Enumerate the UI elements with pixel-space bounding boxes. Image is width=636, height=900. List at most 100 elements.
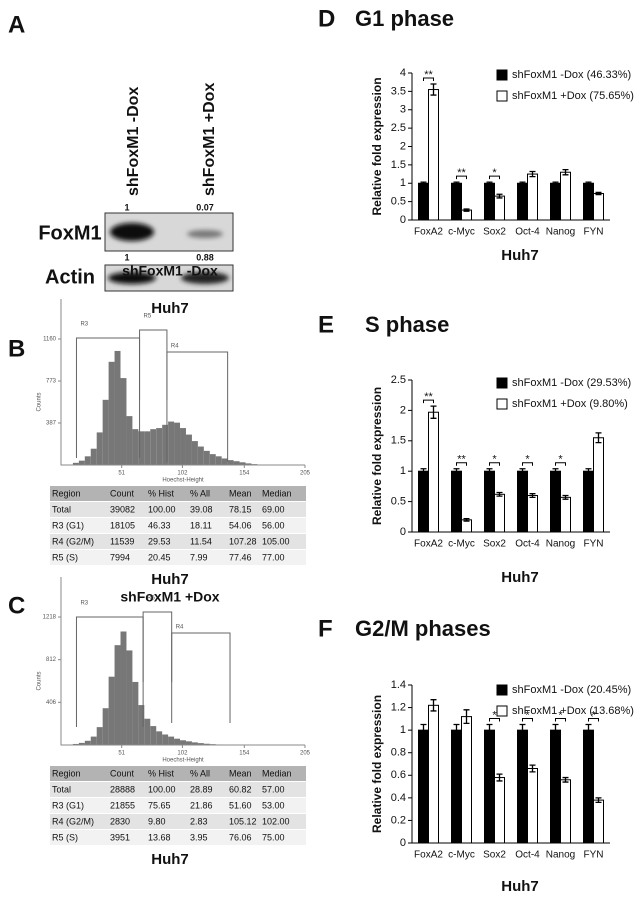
significance-bracket (423, 399, 434, 404)
x-tick-label: Nanog (546, 850, 575, 861)
significance-label: * (525, 709, 530, 721)
x-tick-label: 51 (118, 751, 125, 757)
error-bar (430, 83, 437, 96)
table-cell: Total (52, 504, 71, 514)
table-cell: 28.89 (190, 784, 213, 794)
bar (550, 470, 561, 533)
histogram-bar (132, 429, 139, 465)
table-header: Mean (229, 488, 252, 498)
significance-bracket (456, 175, 467, 180)
histogram-bar (108, 361, 115, 465)
bar (517, 470, 528, 533)
blot-band (187, 230, 223, 238)
histogram-bar (114, 645, 121, 745)
blot-band (110, 223, 154, 241)
bar (527, 173, 538, 221)
x-tick-label: Sox2 (483, 539, 506, 550)
table-cell: 76.06 (229, 832, 252, 842)
y-tick-label: 387 (46, 421, 57, 427)
x-tick-label: Oct-4 (515, 539, 540, 550)
y-tick-label: 0 (400, 837, 406, 849)
significance-bracket (489, 462, 500, 466)
x-tick-label: Nanog (546, 539, 575, 550)
table-row-bg (50, 502, 306, 517)
histogram-bar (245, 463, 252, 465)
table-caption: Huh7 (151, 571, 189, 588)
error-bar (595, 797, 602, 804)
table-cell: 20.45 (148, 552, 171, 562)
error-bar (453, 181, 460, 186)
y-tick-label: 1.2 (391, 701, 406, 713)
panel-letter: E (318, 311, 334, 338)
table-cell: R4 (G2/M) (52, 536, 94, 546)
histogram-bar (144, 718, 151, 745)
table-cell: 18105 (110, 520, 135, 530)
error-bar (463, 517, 470, 522)
table-cell: R3 (G1) (52, 800, 84, 810)
y-tick-label: 0 (400, 526, 406, 538)
table-cell: 46.33 (148, 520, 171, 530)
table-cell: 39.08 (190, 504, 213, 514)
gate-label: R3 (80, 601, 88, 607)
axis (411, 73, 610, 221)
y-tick-label: 0.8 (391, 747, 406, 759)
x-tick-label: 102 (177, 751, 188, 757)
table-row-bg (50, 798, 306, 813)
y-tick-label: 1.5 (391, 159, 406, 171)
histogram-bar (185, 434, 192, 465)
histogram-bar (239, 462, 246, 465)
table-cell: 9.80 (148, 816, 166, 826)
table-cell: 21855 (110, 800, 135, 810)
table-cell: R4 (G2/M) (52, 816, 94, 826)
legend-label: shFoxM1 -Dox (46.33%) (512, 69, 631, 81)
legend-label: shFoxM1 -Dox (29.53%) (512, 377, 631, 389)
table-cell: 3.95 (190, 832, 208, 842)
x-tick-label: c-Myc (448, 539, 475, 550)
table-cell: 53.00 (262, 800, 285, 810)
table-cell: R5 (S) (52, 832, 78, 842)
table-cell: R5 (S) (52, 552, 78, 562)
error-bar (562, 776, 569, 783)
significance-bracket (489, 175, 500, 180)
x-tick-label: 205 (300, 471, 311, 477)
gate-bracket (171, 632, 231, 723)
table-cell: 21.86 (190, 800, 213, 810)
histogram-bar (227, 460, 234, 465)
y-tick-label: 0.2 (391, 814, 406, 826)
gate-label: R4 (176, 625, 184, 631)
bar (494, 195, 505, 221)
significance-label: * (558, 454, 563, 466)
bar (418, 182, 429, 221)
y-tick-label: 3 (400, 104, 406, 116)
histogram-bar (150, 429, 157, 465)
significance-bracket (522, 462, 533, 466)
y-tick-label: 1.5 (391, 435, 406, 447)
table-cell: 2830 (110, 816, 130, 826)
y-tick-label: 2 (400, 404, 406, 416)
legend-label: shFoxM1 -Dox (20.45%) (512, 684, 631, 696)
error-bar (529, 170, 536, 178)
bar (428, 89, 439, 221)
table-cell: R3 (G1) (52, 520, 84, 530)
x-tick-label: 154 (239, 471, 250, 477)
significance-bracket (456, 462, 467, 466)
y-tick-label: 0.5 (391, 496, 406, 508)
bar (527, 495, 538, 533)
bar (484, 729, 495, 844)
x-tick-label: 51 (118, 471, 125, 477)
bar (593, 193, 604, 221)
significance-label: * (492, 454, 497, 466)
histogram-bar (162, 424, 169, 465)
error-bar (486, 468, 493, 475)
y-tick-label: 2 (400, 140, 406, 152)
axis (411, 380, 610, 533)
error-bar (529, 764, 536, 773)
error-bar (420, 181, 427, 186)
significance-bracket (423, 77, 434, 82)
error-bar (453, 468, 460, 475)
bar (560, 496, 571, 533)
histogram-bar (72, 462, 79, 465)
histogram-bar (180, 428, 186, 465)
